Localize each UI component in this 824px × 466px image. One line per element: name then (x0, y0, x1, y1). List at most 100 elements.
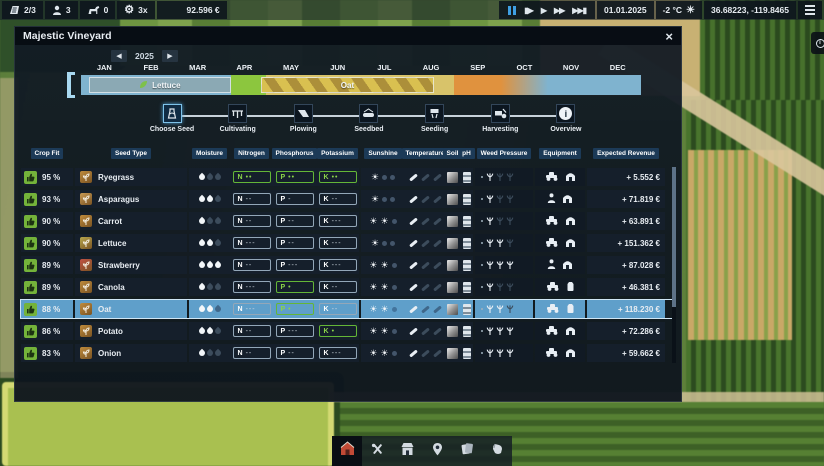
nutrient-letter: K (323, 349, 329, 357)
crop-bar-lettuce[interactable]: Lettuce (88, 77, 231, 93)
seed-icon (80, 325, 92, 337)
crop-row-oat[interactable]: 88 % Oat N --- P • K -- ☀ ☀ + 118.230 € (20, 299, 674, 319)
ph-indicator (460, 325, 473, 337)
toolbar-contracts-button[interactable] (452, 436, 482, 466)
column-header: Crop Fit (30, 148, 64, 159)
weed-indicator (481, 344, 514, 362)
play-icon[interactable]: ▶ (540, 5, 547, 15)
step-play-icon[interactable]: ▮▶ (524, 5, 534, 15)
seed-type-cell: Strawberry (75, 256, 187, 274)
weed-indicator (481, 168, 514, 186)
temperature-indicator (405, 326, 445, 336)
crop-row-lettuce[interactable]: 90 % Lettuce N --- P -- K --- ☀ + 151.362 € (21, 234, 673, 252)
sun-dim-icon (382, 240, 388, 246)
pause-icon[interactable] (508, 5, 517, 15)
table-scrollbar[interactable] (672, 167, 676, 363)
crop-fit-value: 86 % (42, 326, 61, 336)
revenue-value: + 5.552 € (626, 172, 660, 182)
crop-bar-oat[interactable]: Oat (261, 77, 434, 93)
header-sub: Sunshine (361, 148, 405, 159)
workers-indicator[interactable]: 3 (44, 1, 78, 19)
toolbar-shop-button[interactable] (392, 436, 422, 466)
toolbar-workshop-button[interactable] (362, 436, 392, 466)
timescale-indicator[interactable]: ⚙ 3x (117, 1, 155, 19)
soil-indicator (445, 303, 460, 315)
crop-row-strawberry[interactable]: 89 % Strawberry N -- P --- K --- ☀ ☀ + 87.028 € (21, 256, 673, 274)
crop-row-asparagus[interactable]: 93 % Asparagus N -- P - K -- ☀ + 71.819 € (21, 190, 673, 208)
crop-row-carrot[interactable]: 90 % Carrot N -- P -- K --- ☀ ☀ + 63.891 € (21, 212, 673, 230)
nutrient-letter: K (323, 217, 329, 225)
tab-seeding[interactable]: Seeding (406, 104, 464, 133)
nutrient-level: - (288, 195, 292, 203)
thermometer-icon (420, 238, 430, 248)
seed-bag-icon (162, 104, 182, 123)
thermometer-icon (408, 282, 418, 292)
equipment-cell (535, 344, 585, 362)
menu-button[interactable] (798, 1, 822, 19)
nutrient-column: P • (273, 281, 316, 293)
tab-seedbed[interactable]: Seedbed (340, 104, 398, 133)
weed-dim-icon (506, 300, 514, 318)
nutrient-column: N --- (230, 237, 273, 249)
nutrient-column: K --- (316, 237, 359, 249)
thermometer-icon (420, 194, 430, 204)
tab-harvesting[interactable]: Harvesting (471, 104, 529, 133)
next-year-button[interactable]: ▶ (161, 49, 178, 62)
person-icon (547, 256, 556, 274)
map-pin-icon (431, 442, 444, 461)
thermometer-icon (408, 194, 418, 204)
nutrient-level: --- (331, 239, 342, 247)
sun-icon: ☀ (380, 325, 389, 336)
crop-row-canola[interactable]: 89 % Canola N --- P • K -- ☀ ☀ + 46.381 € (21, 278, 673, 296)
nutrient-column: K • (316, 325, 359, 337)
tab-plowing[interactable]: Plowing (274, 104, 332, 133)
droplet-icon (213, 172, 222, 182)
nutrient-level: --- (245, 239, 256, 247)
toolbar-construction-barn-button[interactable] (332, 436, 362, 466)
help-button[interactable]: i (811, 32, 824, 54)
previous-year-button[interactable]: ◀ (111, 49, 127, 62)
animals-indicator[interactable]: 0 (79, 1, 116, 19)
nutrient-column: P •• (273, 171, 316, 183)
tab-cultivating[interactable]: Cultivating (209, 104, 267, 133)
crop-row-ryegrass[interactable]: 95 % Ryegrass N •• P •• K •• ☀ + 5.552 € (21, 168, 673, 186)
missions-indicator[interactable]: 2/3 (2, 1, 43, 19)
nutrient-letter: K (323, 173, 329, 181)
crop-fit-value: 89 % (42, 260, 61, 270)
barn-icon (562, 256, 573, 274)
crop-row-potato[interactable]: 86 % Potato N -- P --- K • ☀ ☀ + 72.286 € (21, 322, 673, 340)
toolbar-hand-tools-button[interactable] (482, 436, 512, 466)
toolbar-map-button[interactable] (422, 436, 452, 466)
droplet-icon (213, 326, 222, 336)
nutrient-level: -- (288, 217, 295, 225)
tab-choose-seed[interactable]: Choose Seed (143, 104, 201, 133)
crop-row-onion[interactable]: 83 % Onion N -- P -- K --- ☀ ☀ + 59.662 € (21, 344, 673, 362)
seed-name: Potato (98, 326, 123, 336)
person-icon (547, 190, 556, 208)
droplet-icon (205, 326, 214, 336)
month-label: JUL (377, 63, 392, 72)
close-icon[interactable]: × (665, 28, 673, 44)
column-header: Potassium (317, 148, 358, 159)
seed-name: Oat (98, 304, 112, 314)
nutrient-level: • (288, 283, 292, 291)
scrollbar-thumb[interactable] (672, 167, 676, 307)
skip-forward-icon[interactable]: ▶▶▮ (572, 5, 587, 15)
crop-fit-value: 90 % (42, 216, 61, 226)
nutrient-level: •• (288, 173, 296, 181)
crop-fit-cell: 90 % (21, 212, 73, 230)
fast-forward-icon[interactable]: ▶▶ (553, 5, 565, 15)
tab-label: Seeding (421, 126, 449, 133)
nutrient-level: --- (288, 261, 299, 269)
tab-overview[interactable]: i Overview (537, 104, 595, 133)
thumbs-up-icon (24, 236, 37, 250)
revenue-value: + 46.381 € (621, 282, 660, 292)
crop-timeline: Lettuce Oat (67, 72, 641, 98)
seed-icon (80, 259, 92, 271)
topbar-spacer (229, 1, 498, 19)
droplet-icon (197, 304, 206, 314)
droplet-icon (197, 282, 206, 292)
ph-indicator (460, 281, 473, 293)
barn-icon (565, 168, 576, 186)
tractor-icon (545, 344, 559, 362)
